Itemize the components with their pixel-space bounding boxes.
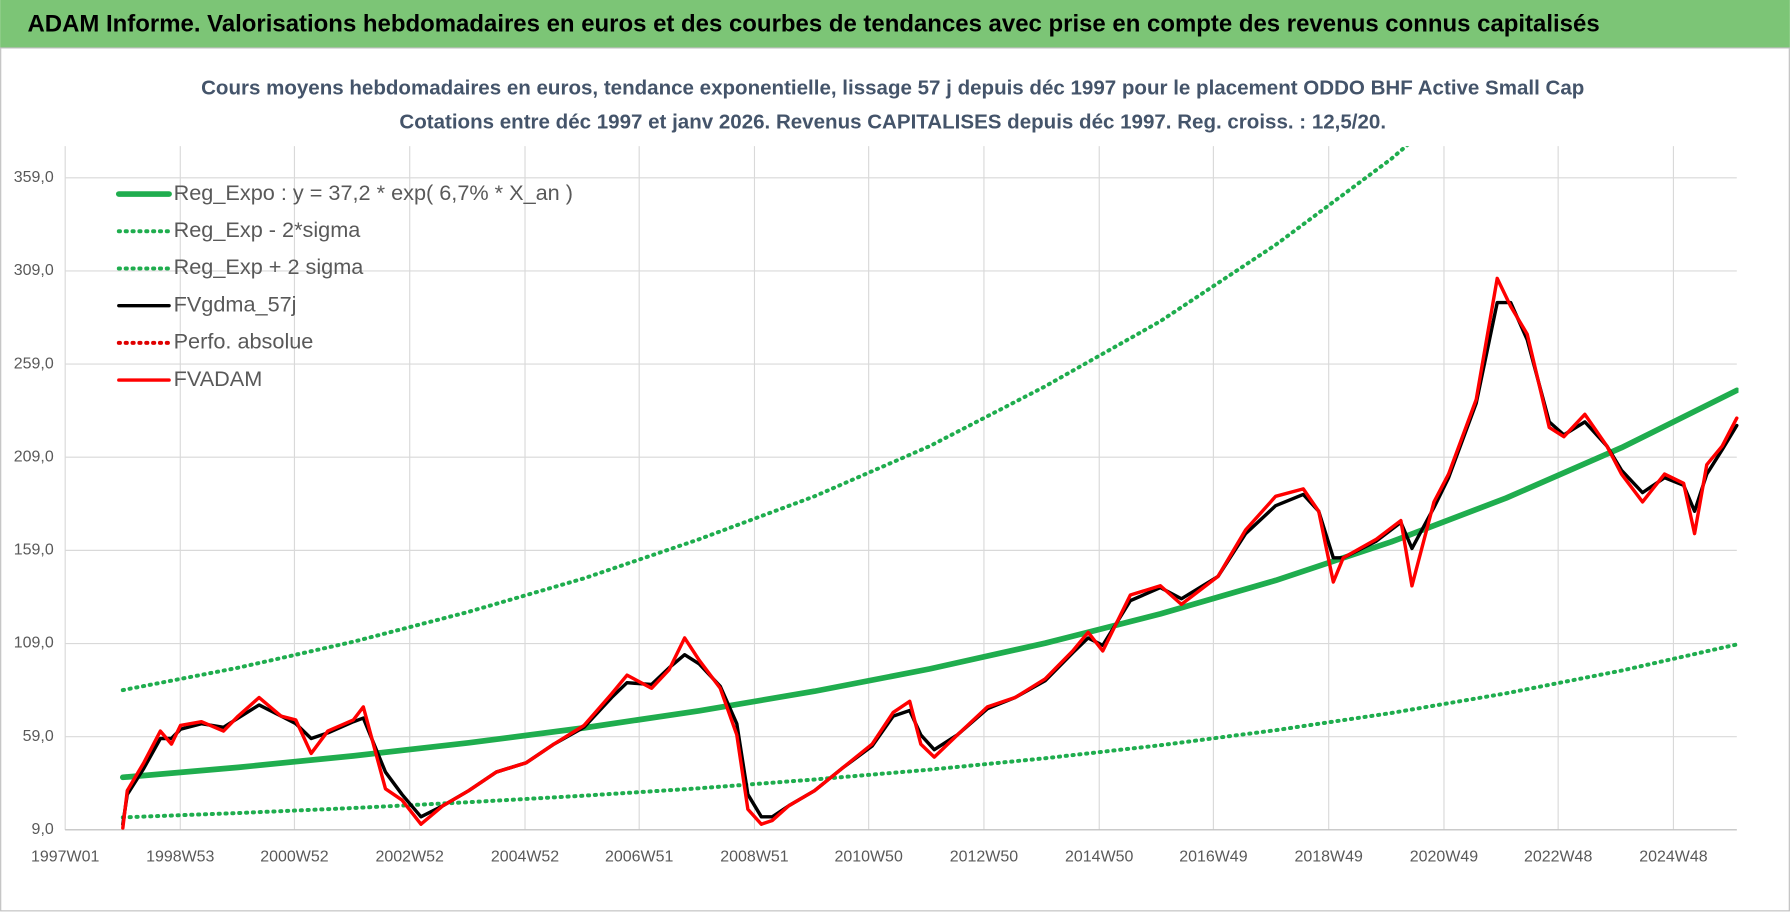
y-tick-label: 259,0: [14, 355, 54, 372]
x-tick-label: 2018W49: [1295, 848, 1363, 865]
banner: [0, 0, 1790, 48]
x-tick-label: 2014W50: [1065, 848, 1133, 865]
x-tick-label: 2016W49: [1179, 848, 1247, 865]
y-tick-label: 59,0: [23, 728, 54, 745]
chart-title: Cours moyens hebdomadaires en euros, ten…: [201, 76, 1584, 99]
y-tick-label: 159,0: [14, 542, 54, 559]
page-title: ADAM Informe. Valorisations hebdomadaire…: [28, 10, 1600, 37]
y-tick-label: 309,0: [14, 262, 54, 279]
chart-subtitle: Cotations entre déc 1997 et janv 2026. R…: [399, 111, 1386, 134]
x-tick-label: 2020W49: [1410, 848, 1478, 865]
series-line: [121, 300, 1739, 826]
x-tick-label: 2010W50: [834, 848, 902, 865]
y-tick-label: 109,0: [14, 635, 54, 652]
series-line: [119, 387, 1739, 781]
legend-label: Reg_Expo : y = 37,2 * exp( 6,7% * X_an ): [174, 180, 573, 205]
x-tick-label: 2000W52: [260, 848, 328, 865]
series-line: [120, 642, 1739, 820]
x-tick-label: 1997W01: [31, 848, 99, 865]
legend-label: FVgdma_57j: [174, 291, 297, 316]
x-tick-label: 2022W48: [1524, 848, 1592, 865]
legend: Reg_Expo : y = 37,2 * exp( 6,7% * X_an )…: [115, 180, 573, 391]
legend-label: Reg_Exp + 2 sigma: [174, 254, 365, 279]
x-tick-label: 2006W51: [605, 848, 673, 865]
legend-label: Perfo. absolue: [174, 329, 314, 354]
y-tick-label: 209,0: [14, 448, 54, 465]
series-line: [120, 146, 1410, 693]
x-tick-label: 2002W52: [376, 848, 444, 865]
grid: 9,0 59,0 109,0 159,0 209,0 259,0 309,0 359,0 199…: [14, 146, 1737, 865]
y-tick-label: 359,0: [14, 169, 54, 186]
plot: [119, 146, 1739, 830]
x-tick-label: 2012W50: [950, 848, 1018, 865]
x-tick-label: 2024W48: [1639, 848, 1707, 865]
x-tick-label: 2004W52: [491, 848, 559, 865]
frame: [0, 47, 1790, 912]
y-tick-label: 9,0: [32, 821, 54, 838]
x-tick-label: 2008W51: [720, 848, 788, 865]
x-tick-label: 1998W53: [146, 848, 214, 865]
legend-label: Reg_Exp - 2*sigma: [174, 217, 362, 242]
legend-label: FVADAM: [174, 366, 263, 391]
series-line: [121, 276, 1739, 830]
